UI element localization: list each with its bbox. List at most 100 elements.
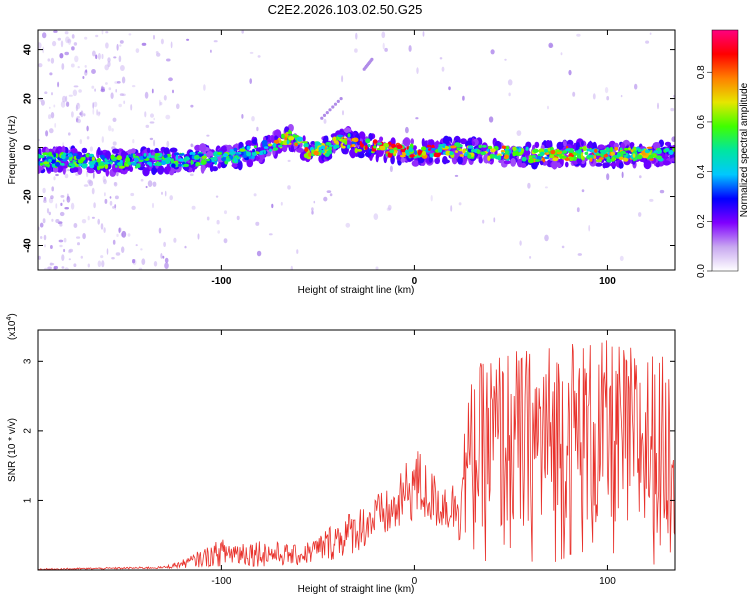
- spectrogram-ridge-core: [130, 153, 134, 158]
- spectrogram-noise-blob: [649, 32, 652, 35]
- spectrogram-noise-blob: [51, 186, 54, 192]
- spectrogram-noise-blob: [548, 42, 553, 48]
- spectrogram-noise-blob: [60, 195, 65, 198]
- spectrogram-ridge-core: [109, 161, 113, 165]
- spectrogram-noise-blob: [163, 241, 167, 247]
- spectrogram-noise-blob: [649, 198, 654, 202]
- spectrogram-noise-blob: [105, 31, 109, 34]
- spectrogram-noise-blob: [71, 111, 74, 118]
- spectrogram-ridge-base: [609, 162, 617, 167]
- spectrogram-ridge-core: [301, 141, 308, 144]
- spectrogram-noise-blob: [158, 227, 162, 234]
- spectrogram-ridge-core: [77, 159, 84, 164]
- spectrogram-noise-blob: [112, 141, 117, 146]
- spectrogram-noise-blob: [64, 267, 69, 270]
- spectrogram-ridge-core: [570, 148, 574, 154]
- spectrogram-ridge-base: [510, 158, 516, 167]
- spectrogram-ridge-core: [433, 154, 441, 158]
- spectrogram-noise-blob: [48, 114, 52, 120]
- spectrogram-noise-blob: [100, 88, 106, 93]
- spectrogram-noise-blob: [97, 218, 100, 225]
- spectrogram-ridge-core: [47, 159, 52, 163]
- spectrogram-noise-blob: [576, 33, 581, 37]
- spectrogram-noise-blob: [62, 95, 67, 103]
- spectrogram-ridge-base: [231, 163, 238, 168]
- spectrogram-ridge-core: [340, 143, 343, 148]
- spectrogram-ridge-core: [668, 150, 674, 155]
- spectrogram-ridge-base: [565, 161, 569, 168]
- spectrogram-noise-blob: [375, 266, 379, 270]
- spectrogram-ridge-core: [438, 144, 445, 147]
- spectrogram-noise-blob: [92, 172, 95, 179]
- spectrogram-noise-blob: [59, 53, 64, 59]
- spectrogram-ridge-base: [411, 160, 420, 167]
- spectrogram-ridge-base: [64, 148, 69, 153]
- spectrogram-noise-blob: [119, 44, 122, 47]
- spectrogram-noise-blob: [42, 32, 47, 39]
- spectrogram-ridge-core: [333, 144, 338, 150]
- spectrogram-ridge-base: [588, 140, 593, 150]
- spectrogram-ridge-core: [178, 153, 185, 156]
- spectrogram-noise-blob: [98, 111, 101, 115]
- spectrogram-noise-blob: [159, 99, 161, 107]
- spectrogram-ridge-core: [454, 142, 461, 148]
- spectrogram-noise-blob: [140, 248, 143, 251]
- spectrogram-noise-blob: [162, 255, 165, 259]
- spectrogram-noise-blob: [118, 103, 122, 108]
- spectrogram-noise-blob: [132, 85, 136, 88]
- spectrogram-noise-blob: [108, 125, 112, 132]
- spectrogram-ridge-base: [146, 147, 151, 153]
- spectrogram-ridge-core: [268, 148, 273, 152]
- spectrogram-noise-blob: [66, 101, 70, 107]
- spectrogram-ridge-core: [480, 151, 487, 156]
- spectrogram-ridge-base: [323, 135, 328, 144]
- spectrogram-noise-blob: [280, 201, 283, 206]
- spectrogram-noise-blob: [71, 46, 75, 51]
- spectrogram-ridge-base: [595, 162, 603, 167]
- spectrogram-noise-blob: [95, 54, 98, 60]
- snr-scale-factor: (x104): [6, 313, 18, 340]
- spectrogram-noise-blob: [77, 66, 80, 69]
- spectrogram-noise-blob: [441, 66, 445, 72]
- spectrogram-ridge-core: [217, 152, 223, 155]
- spectrogram-noise-blob: [116, 233, 119, 237]
- spectrogram-ridge-core: [347, 133, 351, 137]
- spectrogram-noise-blob: [104, 198, 108, 204]
- spectrogram-noise-blob: [38, 63, 43, 68]
- spectrogram-ridge-base: [206, 151, 214, 158]
- spectrogram-noise-blob: [55, 203, 58, 209]
- spectrogram-ridge-base: [442, 159, 450, 164]
- spectrogram-noise-blob: [241, 30, 244, 34]
- spectrogram-noise-blob: [163, 95, 167, 101]
- spectrogram-y-tick-label: -20: [23, 189, 34, 204]
- spectrogram-noise-blob: [458, 202, 462, 206]
- spectrogram-noise-blob: [311, 207, 314, 212]
- spectrogram-ridge-core: [467, 153, 472, 159]
- spectrogram-ridge-base: [580, 140, 584, 146]
- spectrogram-noise-blob: [38, 138, 40, 142]
- spectrogram-ridge-core: [229, 149, 234, 152]
- spectrogram-ridge-core: [68, 153, 73, 158]
- spectrogram-noise-blob: [118, 227, 121, 234]
- spectrogram-noise-blob: [104, 192, 106, 197]
- spectrogram-noise-blob: [255, 221, 260, 226]
- spectrogram-noise-blob: [54, 123, 57, 128]
- spectrogram-noise-blob: [152, 202, 154, 209]
- spectrogram-noise-blob: [38, 255, 41, 260]
- spectrogram-noise-blob: [85, 69, 88, 73]
- spectrogram-ridge-core: [455, 150, 458, 153]
- spectrogram-noise-blob: [249, 51, 254, 54]
- spectrogram-noise-blob: [256, 126, 259, 132]
- spectrogram-noise-blob: [64, 173, 69, 179]
- spectrogram-noise-blob: [74, 55, 79, 63]
- spectrogram-noise-blob: [66, 39, 72, 43]
- spectrogram-noise-blob: [68, 248, 74, 253]
- spectrogram-ridge-core: [501, 151, 504, 155]
- spectrogram-noise-blob: [49, 106, 51, 109]
- snr-y-axis-title: SNR (10 * v/v): [7, 418, 18, 482]
- spectrogram-ridge-core: [242, 154, 248, 158]
- spectrogram-ridge-core: [38, 153, 41, 159]
- spectrogram-noise-blob: [46, 208, 50, 214]
- spectrogram-panel: -100 0 100 -40 -20 0 20 40 Height of straight l…: [7, 29, 676, 296]
- spectrogram-ridge-core: [580, 153, 584, 160]
